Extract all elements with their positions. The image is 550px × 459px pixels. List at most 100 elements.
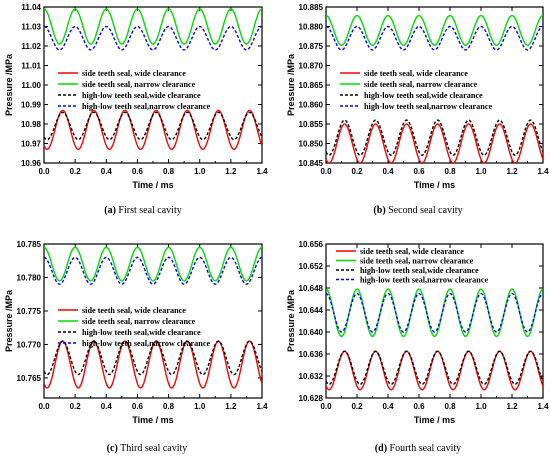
x-tick-label: 1.0 bbox=[194, 402, 206, 411]
series-line-2 bbox=[44, 8, 262, 45]
legend-label-1: side teeth seal, wide clearance bbox=[82, 69, 186, 78]
legend-label-2: side teeth seal, narrow clearance bbox=[364, 80, 478, 89]
legend-label-2: side teeth seal, narrow clearance bbox=[82, 317, 196, 326]
y-tick-label: 10.96 bbox=[21, 159, 42, 168]
x-tick-label: 1.0 bbox=[475, 167, 487, 176]
y-tick-label: 11.03 bbox=[21, 23, 41, 32]
y-tick-label: 10.850 bbox=[299, 140, 324, 149]
series-line-2 bbox=[44, 246, 262, 282]
x-tick-label: 0.0 bbox=[320, 402, 332, 411]
series-line-1 bbox=[44, 340, 262, 389]
y-tick-label: 10.97 bbox=[21, 140, 42, 149]
chart-caption: (b) Second seal cavity bbox=[373, 205, 462, 216]
series-line-3 bbox=[326, 119, 543, 156]
series-line-2 bbox=[326, 14, 543, 46]
x-tick-label: 0.6 bbox=[132, 167, 144, 176]
legend-label-4: high-low teeth seal,narrow clearance bbox=[364, 102, 492, 111]
y-tick-label: 11.00 bbox=[21, 81, 41, 90]
y-tick-label: 10.860 bbox=[299, 101, 324, 110]
legend-label-3: high-low teeth seal,wide clearance bbox=[82, 91, 201, 100]
caption-letter: (b) bbox=[373, 205, 385, 216]
x-tick-label: 1.2 bbox=[225, 167, 237, 176]
y-tick-label: 10.780 bbox=[17, 273, 42, 282]
x-tick-label: 0.4 bbox=[382, 167, 394, 176]
y-tick-label: 10.652 bbox=[299, 262, 324, 271]
y-tick-label: 10.875 bbox=[299, 42, 324, 51]
y-tick-label: 10.98 bbox=[21, 120, 42, 129]
legend-label-1: side teeth seal, wide clearance bbox=[82, 306, 186, 315]
legend-label-1: side teeth seal, wide clearance bbox=[364, 69, 468, 78]
chart-panel-1: 0.0 0.2 0.4 0.6 0.8 1.0 1.2 1.4 10.96 10.97 10.98 1… bbox=[4, 3, 268, 216]
series-line-4 bbox=[44, 256, 262, 285]
y-tick-label: 10.640 bbox=[299, 328, 324, 337]
series-line-4 bbox=[326, 292, 543, 333]
series-line-1 bbox=[326, 123, 543, 163]
legend-label-3: high-low teeth seal,wide clearance bbox=[82, 328, 201, 337]
legend-label-2: side teeth seal, narrow clearance bbox=[82, 80, 196, 89]
y-tick-label: 10.644 bbox=[299, 306, 324, 315]
chart-caption: (d) Fourth seal cavity bbox=[375, 443, 461, 454]
x-tick-label: 1.4 bbox=[537, 167, 549, 176]
x-tick-label: 1.2 bbox=[506, 167, 518, 176]
x-tick-label: 1.0 bbox=[194, 167, 206, 176]
x-tick-label: 0.2 bbox=[351, 167, 363, 176]
chart-caption: (c) Third seal cavity bbox=[107, 443, 188, 454]
legend-label-2: side teeth seal, narrow clearance bbox=[360, 257, 474, 266]
caption-text: Third seal cavity bbox=[118, 443, 188, 454]
y-tick-label: 11.04 bbox=[21, 3, 41, 12]
y-tick-label: 10.865 bbox=[299, 81, 324, 90]
caption-text: Fourth seal cavity bbox=[387, 443, 461, 454]
y-tick-label: 10.785 bbox=[17, 240, 42, 249]
x-tick-label: 0.0 bbox=[320, 167, 332, 176]
chart-panel-2: 0.0 0.2 0.4 0.6 0.8 1.0 1.2 1.4 10.845 10.850 10.8… bbox=[286, 3, 549, 216]
y-tick-label: 10.765 bbox=[17, 374, 42, 383]
x-tick-label: 0.2 bbox=[70, 167, 82, 176]
series-line-3 bbox=[44, 340, 262, 376]
y-tick-label: 10.870 bbox=[299, 62, 324, 71]
caption-letter: (a) bbox=[104, 205, 116, 216]
y-tick-label: 10.99 bbox=[21, 101, 42, 110]
y-tick-label: 10.775 bbox=[17, 307, 42, 316]
x-tick-label: 1.2 bbox=[225, 402, 237, 411]
y-axis-label: Pressure /MPa bbox=[4, 289, 14, 352]
x-tick-label: 1.4 bbox=[256, 402, 268, 411]
series-line-1 bbox=[326, 350, 543, 391]
series-line-3 bbox=[44, 111, 262, 141]
x-axis-label: Time / ms bbox=[414, 415, 455, 425]
x-tick-label: 1.4 bbox=[256, 167, 268, 176]
caption-text: First seal cavity bbox=[116, 205, 182, 216]
x-tick-label: 0.0 bbox=[38, 167, 50, 176]
y-tick-label: 10.632 bbox=[299, 372, 324, 381]
x-axis-label: Time / ms bbox=[132, 180, 173, 190]
series-line-4 bbox=[326, 25, 543, 51]
x-tick-label: 0.4 bbox=[382, 402, 394, 411]
x-tick-label: 0.8 bbox=[163, 402, 175, 411]
y-tick-label: 10.885 bbox=[299, 3, 324, 12]
x-tick-label: 0.4 bbox=[101, 167, 113, 176]
chart-panel-4: 0.0 0.2 0.4 0.6 0.8 1.0 1.2 1.4 10.628 10.632 10.6… bbox=[286, 240, 549, 454]
y-tick-label: 10.648 bbox=[299, 284, 324, 293]
y-tick-label: 10.770 bbox=[17, 340, 42, 349]
y-axis-label: Pressure /MPa bbox=[286, 53, 296, 116]
legend-label-3: high-low teeth seal,wide clearance bbox=[360, 266, 479, 275]
x-tick-label: 0.2 bbox=[70, 402, 82, 411]
y-tick-label: 10.855 bbox=[299, 120, 324, 129]
y-tick-label: 11.01 bbox=[21, 62, 41, 71]
x-tick-label: 0.8 bbox=[444, 167, 456, 176]
caption-letter: (c) bbox=[107, 443, 118, 454]
x-tick-label: 0.2 bbox=[351, 402, 363, 411]
y-tick-label: 10.845 bbox=[299, 159, 324, 168]
x-tick-label: 0.0 bbox=[38, 402, 50, 411]
series-line-2 bbox=[326, 288, 543, 338]
x-tick-label: 0.6 bbox=[413, 167, 425, 176]
y-tick-label: 10.636 bbox=[299, 350, 324, 359]
x-tick-label: 0.8 bbox=[163, 167, 175, 176]
caption-text: Second seal cavity bbox=[386, 205, 463, 216]
x-tick-label: 0.6 bbox=[132, 402, 144, 411]
x-axis-label: Time / ms bbox=[414, 180, 455, 190]
series-line-3 bbox=[326, 350, 543, 385]
chart-panel-3: 0.0 0.2 0.4 0.6 0.8 1.0 1.2 1.4 10.765 10.770 10.7… bbox=[4, 240, 268, 454]
legend-label-1: side teeth seal, wide clearance bbox=[360, 247, 464, 256]
y-tick-label: 10.880 bbox=[299, 23, 324, 32]
y-tick-label: 10.656 bbox=[299, 240, 324, 249]
